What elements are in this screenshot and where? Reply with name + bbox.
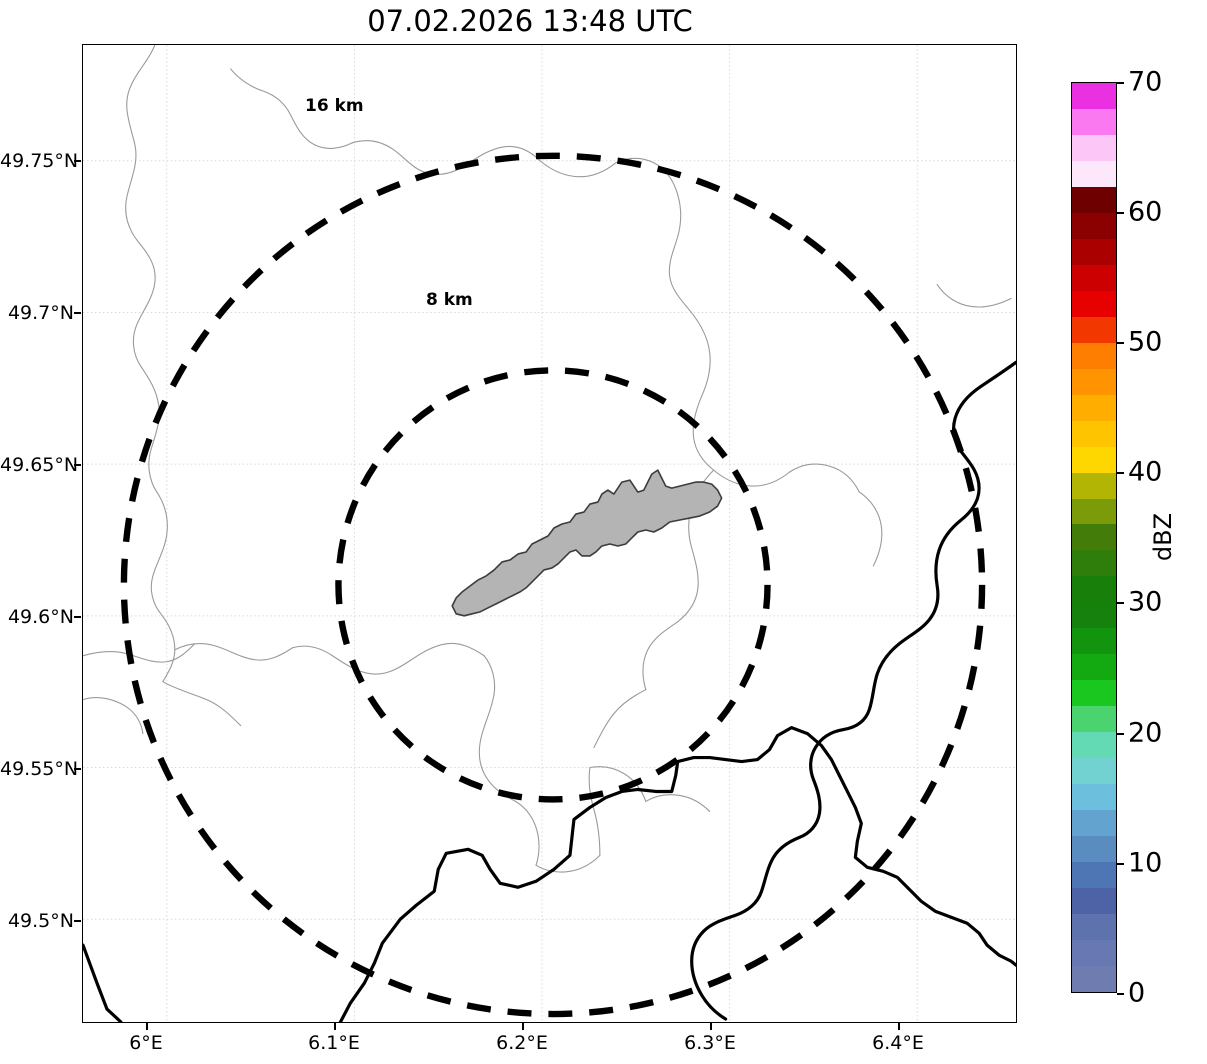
colorbar-band [1072, 524, 1116, 551]
colorbar-band [1072, 83, 1116, 109]
range-ring-label-8km: 8 km [426, 290, 473, 310]
y-tick-mark-49.75 [74, 160, 81, 162]
colorbar-tick-label-0: 0 [1128, 977, 1146, 1009]
y-tick-mark-49.65 [74, 464, 81, 466]
y-tick-label-49.7: 49.7°N [7, 302, 74, 324]
colorbar-axis-label: dBZ [1149, 512, 1177, 562]
x-tick-mark-6.3 [710, 1023, 712, 1030]
x-tick-label-6.0: 6°E [129, 1032, 163, 1054]
colorbar-band [1072, 186, 1116, 213]
colorbar-band [1072, 394, 1116, 421]
y-tick-mark-49.7 [74, 312, 81, 314]
y-tick-label-49.55: 49.55°N [0, 758, 79, 780]
x-tick-label-6.2: 6.2°E [496, 1032, 548, 1054]
colorbar-band [1072, 810, 1116, 837]
x-tick-mark-6.4 [898, 1023, 900, 1030]
colorbar-band [1072, 316, 1116, 343]
colorbar-band [1072, 758, 1116, 785]
colorbar[interactable] [1071, 82, 1117, 993]
colorbar-band [1072, 342, 1116, 369]
y-tick-mark-49.55 [74, 768, 81, 770]
x-tick-mark-6.0 [146, 1023, 148, 1030]
colorbar-band [1072, 264, 1116, 291]
colorbar-tick-mark-20 [1117, 733, 1124, 735]
colorbar-band [1072, 914, 1116, 940]
city-area-layer [451, 469, 723, 617]
colorbar-band [1072, 212, 1116, 239]
colorbar-band [1072, 680, 1116, 707]
colorbar-band [1072, 576, 1116, 603]
y-tick-label-49.75: 49.75°N [0, 150, 79, 172]
colorbar-band [1072, 238, 1116, 265]
range-ring-16km [120, 152, 986, 1018]
national-border-layer [83, 360, 1016, 1022]
colorbar-band [1072, 160, 1116, 187]
y-tick-mark-49.6 [74, 616, 81, 618]
map-canvas [83, 45, 1016, 1022]
colorbar-band [1072, 420, 1116, 447]
x-tick-label-6.4: 6.4°E [872, 1032, 924, 1054]
internal-boundaries-layer [83, 45, 1012, 873]
x-tick-label-6.3: 6.3°E [684, 1032, 736, 1054]
range-ring-8km [335, 367, 771, 803]
colorbar-tick-label-40: 40 [1128, 456, 1163, 488]
colorbar-band [1072, 498, 1116, 525]
colorbar-tick-label-20: 20 [1128, 717, 1163, 749]
y-tick-mark-49.5 [74, 920, 81, 922]
colorbar-band [1072, 784, 1116, 811]
colorbar-band [1072, 290, 1116, 317]
x-tick-label-6.1: 6.1°E [308, 1032, 360, 1054]
colorbar-band [1072, 965, 1116, 992]
colorbar-tick-label-70: 70 [1128, 66, 1163, 98]
colorbar-band [1072, 134, 1116, 161]
colorbar-band [1072, 472, 1116, 499]
colorbar-band [1072, 939, 1116, 966]
range-rings-layer [120, 152, 986, 1018]
colorbar-tick-label-60: 60 [1128, 196, 1163, 228]
x-tick-mark-6.2 [522, 1023, 524, 1030]
colorbar-tick-mark-70 [1117, 82, 1124, 84]
colorbar-band [1072, 550, 1116, 577]
range-ring-label-16km: 16 km [305, 96, 364, 116]
colorbar-band [1072, 888, 1116, 914]
colorbar-tick-label-10: 10 [1128, 847, 1163, 879]
colorbar-tick-mark-30 [1117, 602, 1124, 604]
colorbar-band [1072, 732, 1116, 759]
y-tick-label-49.6: 49.6°N [7, 606, 74, 628]
page-title: 07.02.2026 13:48 UTC [367, 4, 693, 38]
colorbar-band [1072, 446, 1116, 473]
colorbar-tick-mark-40 [1117, 472, 1124, 474]
colorbar-tick-mark-50 [1117, 342, 1124, 344]
y-tick-label-49.65: 49.65°N [0, 454, 79, 476]
colorbar-band [1072, 602, 1116, 629]
colorbar-tick-label-50: 50 [1128, 326, 1163, 358]
colorbar-band [1072, 706, 1116, 733]
colorbar-band [1072, 108, 1116, 135]
colorbar-band [1072, 654, 1116, 681]
colorbar-band [1072, 368, 1116, 395]
colorbar-band [1072, 628, 1116, 655]
x-tick-mark-6.1 [334, 1023, 336, 1030]
colorbar-band [1072, 862, 1116, 889]
colorbar-tick-mark-0 [1117, 993, 1124, 995]
colorbar-tick-label-30: 30 [1128, 586, 1163, 618]
colorbar-tick-mark-60 [1117, 212, 1124, 214]
colorbar-band [1072, 836, 1116, 863]
radar-map-panel[interactable] [82, 44, 1017, 1023]
y-tick-label-49.5: 49.5°N [7, 910, 74, 932]
colorbar-tick-mark-10 [1117, 863, 1124, 865]
